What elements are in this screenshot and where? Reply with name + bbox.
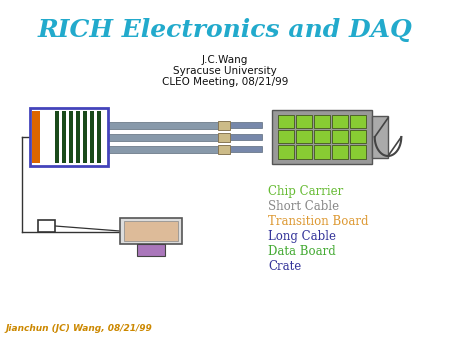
Bar xyxy=(278,145,293,159)
Text: Crate: Crate xyxy=(268,260,301,273)
Text: Short Cable: Short Cable xyxy=(268,200,339,213)
Bar xyxy=(41,111,54,163)
Bar xyxy=(218,133,230,142)
Text: Data Board: Data Board xyxy=(268,245,336,258)
Bar xyxy=(38,220,55,232)
Bar xyxy=(350,130,365,143)
Bar xyxy=(120,218,182,244)
Bar xyxy=(76,111,80,163)
Bar xyxy=(83,111,87,163)
Bar xyxy=(108,122,218,129)
Bar xyxy=(108,146,218,153)
Text: Jianchun (JC) Wang, 08/21/99: Jianchun (JC) Wang, 08/21/99 xyxy=(6,324,153,333)
Bar xyxy=(296,115,311,128)
Bar xyxy=(69,111,73,163)
Bar xyxy=(108,134,218,141)
Text: Syracuse University: Syracuse University xyxy=(173,66,277,76)
Bar xyxy=(97,111,101,163)
Bar xyxy=(30,108,108,166)
Bar xyxy=(218,121,230,130)
Text: J.C.Wang: J.C.Wang xyxy=(202,55,248,65)
Bar xyxy=(230,122,262,128)
Text: Chip Carrier: Chip Carrier xyxy=(268,185,343,198)
Bar xyxy=(32,111,40,163)
Bar xyxy=(137,244,165,256)
Bar xyxy=(278,115,293,128)
Text: RICH Electronics and DAQ: RICH Electronics and DAQ xyxy=(38,18,412,42)
Bar xyxy=(332,130,347,143)
Text: Long Cable: Long Cable xyxy=(268,230,336,243)
Bar xyxy=(218,145,230,154)
Bar xyxy=(314,115,329,128)
Bar xyxy=(314,130,329,143)
Bar xyxy=(90,111,94,163)
Bar xyxy=(350,145,365,159)
Bar xyxy=(350,115,365,128)
Bar xyxy=(372,116,388,158)
Bar xyxy=(230,134,262,140)
Bar xyxy=(278,130,293,143)
Bar xyxy=(230,146,262,152)
Bar xyxy=(62,111,66,163)
Bar xyxy=(296,130,311,143)
Bar xyxy=(296,145,311,159)
Bar xyxy=(272,110,372,164)
Bar xyxy=(124,221,178,241)
Bar xyxy=(55,111,59,163)
Bar xyxy=(332,145,347,159)
Bar xyxy=(314,145,329,159)
Text: CLEO Meeting, 08/21/99: CLEO Meeting, 08/21/99 xyxy=(162,77,288,87)
Text: Transition Board: Transition Board xyxy=(268,215,369,228)
Bar xyxy=(332,115,347,128)
